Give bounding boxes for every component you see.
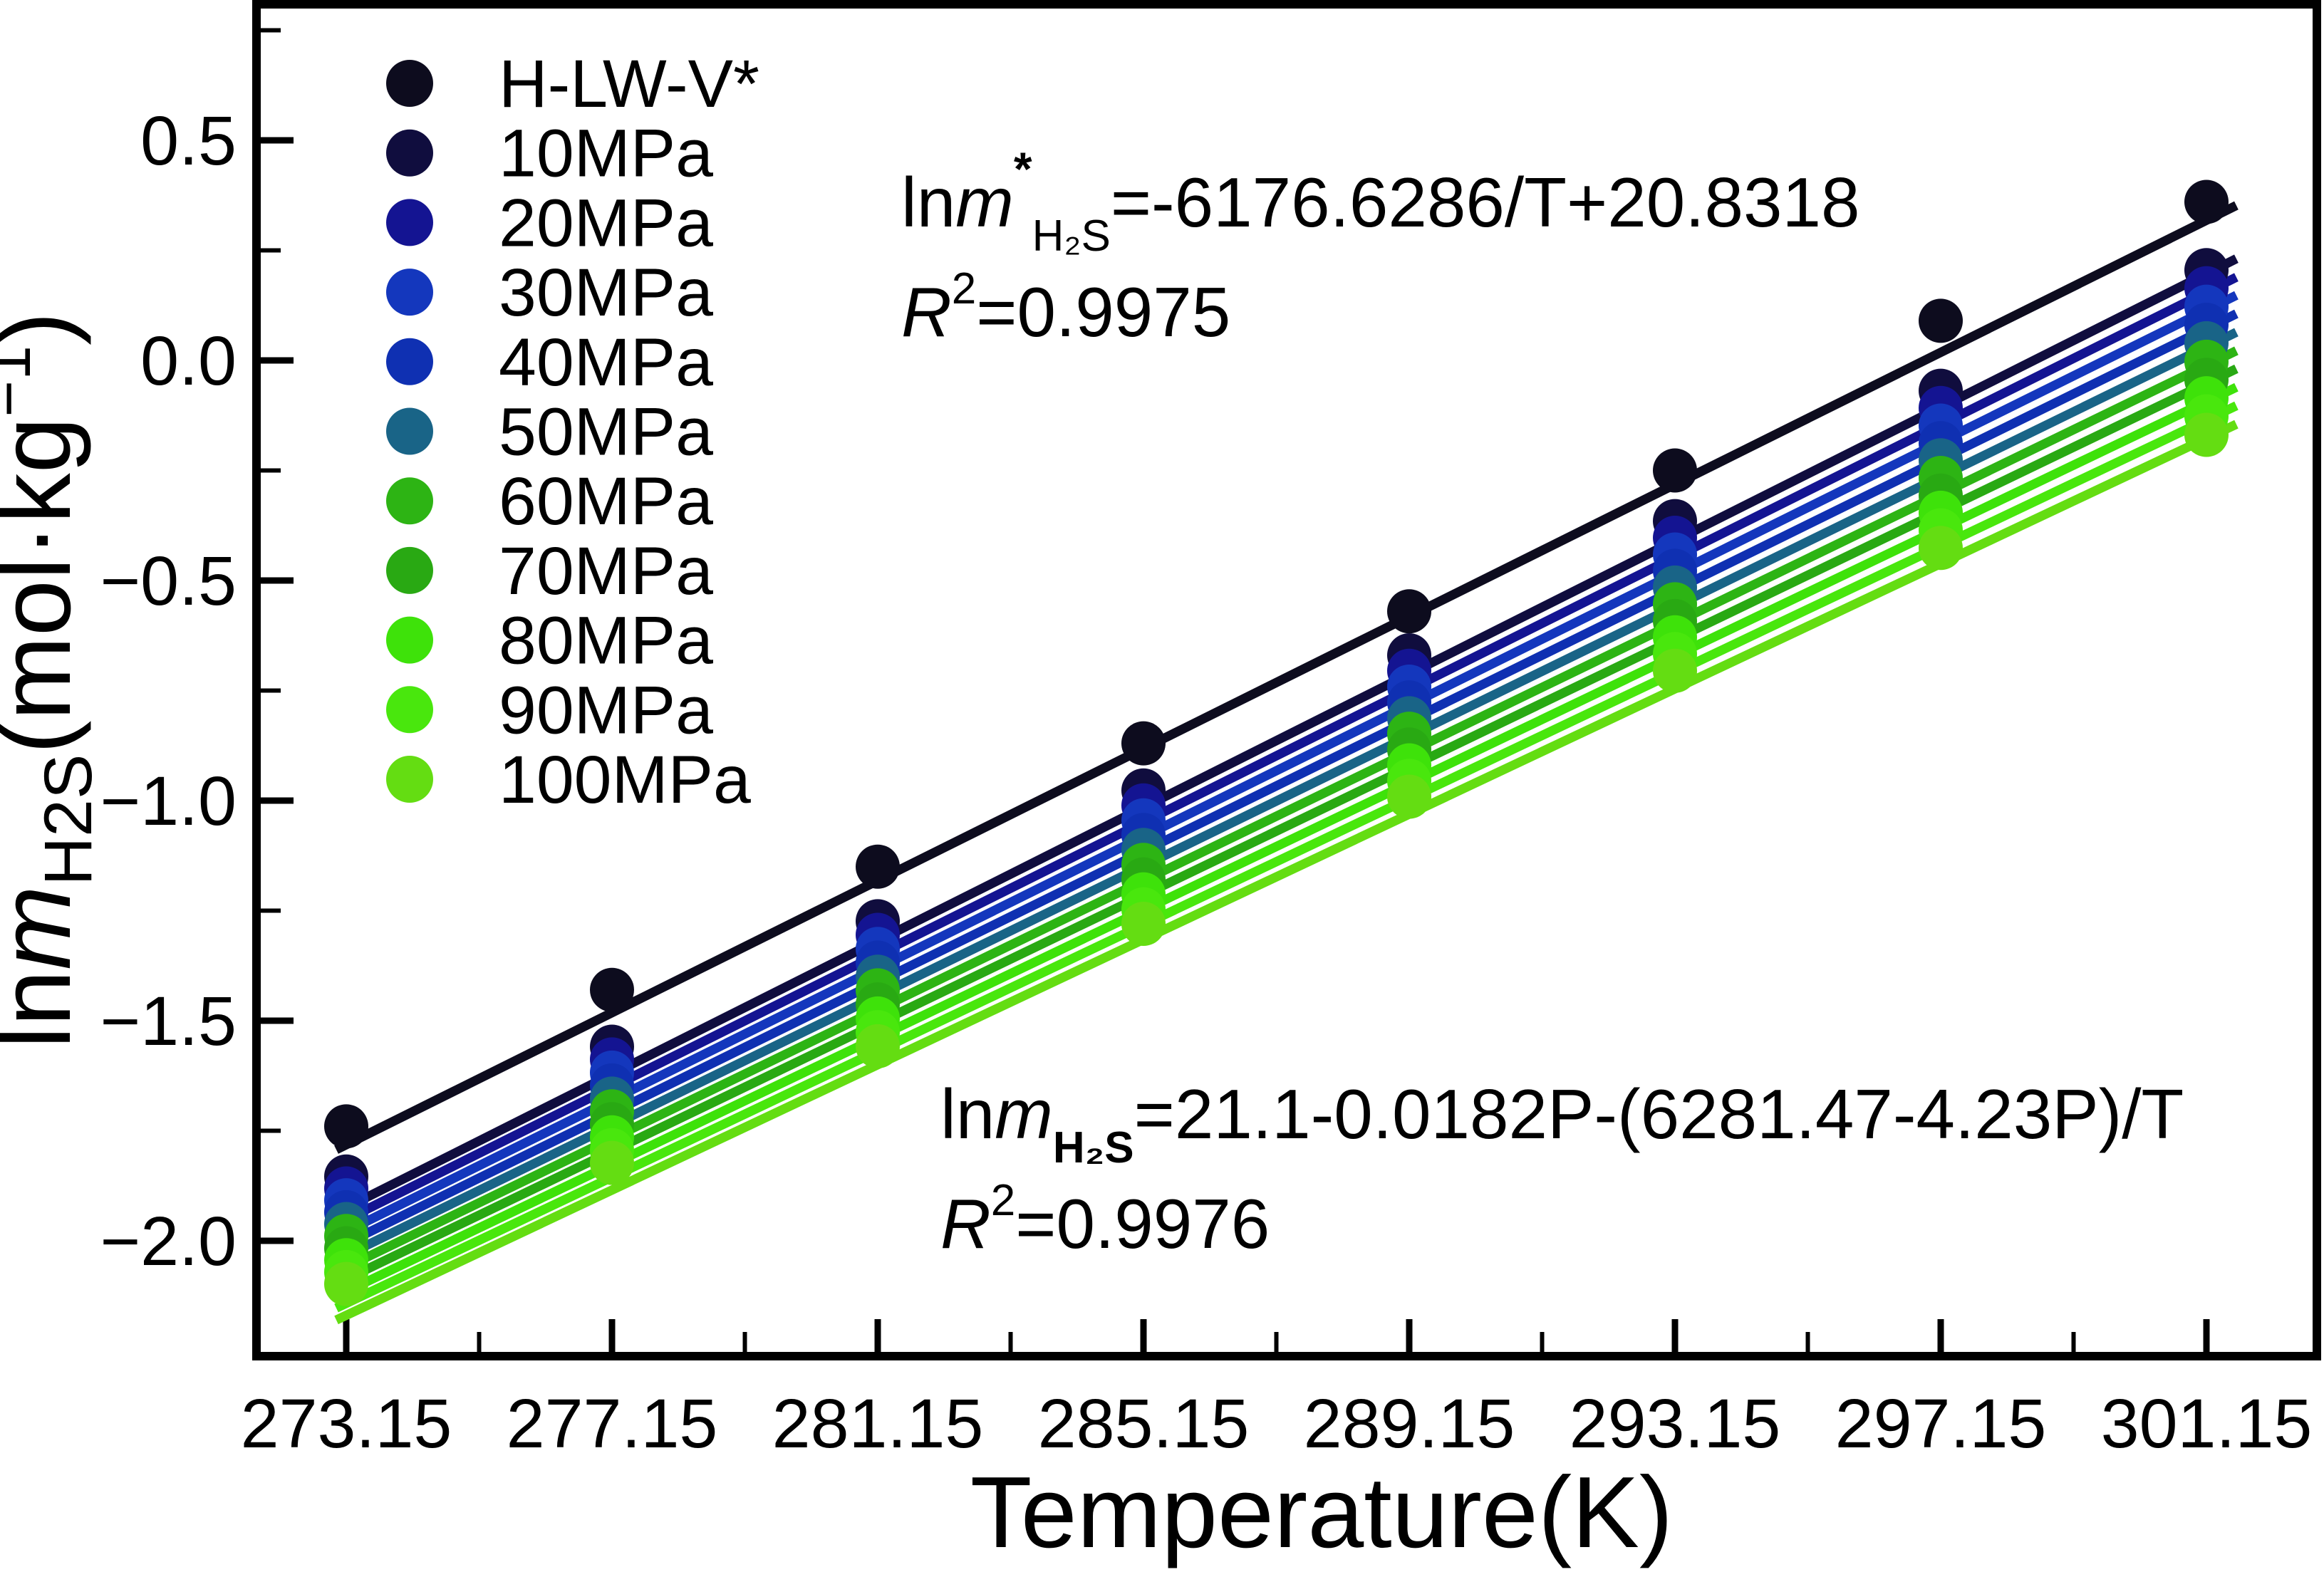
eq1-sup: * bbox=[1014, 142, 1032, 195]
data-point-100MPa bbox=[856, 1024, 900, 1068]
eq2-m: m bbox=[995, 1075, 1053, 1153]
legend-label-50MPa: 50MPa bbox=[499, 395, 713, 470]
y-title-unit: (mol·kg bbox=[0, 417, 92, 754]
y-title-sup: −1 bbox=[0, 345, 43, 417]
legend-label-10MPa: 10MPa bbox=[499, 116, 713, 192]
y-tick-label: −1.0 bbox=[100, 762, 237, 840]
x-tick-label: 297.15 bbox=[1835, 1385, 2047, 1462]
x-tick-label: 289.15 bbox=[1304, 1385, 1515, 1462]
y-title-sub: H2S bbox=[31, 754, 106, 886]
equation-hlwv: lnm*H₂S=-6176.6286/T+20.8318 bbox=[901, 142, 1860, 261]
y-tick-label: 0.5 bbox=[140, 102, 237, 179]
legend-label-100MPa: 100MPa bbox=[499, 742, 751, 818]
data-point-H-LW-V* bbox=[1387, 589, 1431, 634]
legend-label-30MPa: 30MPa bbox=[499, 255, 713, 330]
eq2-r2-rhs: =0.9976 bbox=[1015, 1185, 1270, 1263]
eq1-ln: ln bbox=[901, 163, 955, 241]
data-point-H-LW-V* bbox=[1653, 448, 1697, 493]
x-axis-title: Temperature(K) bbox=[970, 1456, 1673, 1569]
x-axis-title-text: Temperature(K) bbox=[970, 1456, 1673, 1569]
y-title-ln: ln bbox=[0, 970, 92, 1049]
y-tick-label: 0.0 bbox=[140, 322, 237, 400]
data-point-H-LW-V* bbox=[856, 844, 900, 889]
y-title-m: m bbox=[0, 885, 92, 969]
data-point-H-LW-V* bbox=[324, 1104, 368, 1149]
legend-swatch-70MPa bbox=[386, 546, 433, 594]
eq2-sub: H₂S bbox=[1053, 1123, 1134, 1172]
legend-swatch-30MPa bbox=[386, 269, 433, 316]
x-tick-label: 301.15 bbox=[2101, 1385, 2313, 1462]
eq1-rhs: =-6176.6286/T+20.8318 bbox=[1111, 163, 1860, 241]
fit-line-60MPa bbox=[334, 346, 2239, 1276]
data-point-H-LW-V* bbox=[2184, 179, 2229, 224]
x-axis-ticks: 273.15 277.15 281.15 285.15 289.15 293.15 297.… bbox=[241, 1319, 2313, 1462]
eq2-rhs: =21.1-0.0182P-(6281.47-4.23P)/T bbox=[1134, 1075, 2184, 1153]
x-tick-label: 281.15 bbox=[772, 1385, 984, 1462]
fit-line-70MPa bbox=[334, 364, 2239, 1289]
legend-label-40MPa: 40MPa bbox=[499, 325, 713, 400]
eq2-ln: ln bbox=[940, 1075, 995, 1153]
eq1-r2-rhs: =0.9975 bbox=[976, 273, 1230, 351]
legend-swatch-80MPa bbox=[386, 616, 433, 664]
legend-label-70MPa: 70MPa bbox=[499, 533, 713, 609]
eq2-r2-base: R bbox=[940, 1185, 991, 1263]
plot-frame bbox=[252, 0, 2321, 1360]
eq2-r2-sup: 2 bbox=[991, 1176, 1015, 1225]
fit-line-10MPa bbox=[334, 254, 2239, 1217]
legend-swatch-50MPa bbox=[386, 407, 433, 455]
legend-swatch-60MPa bbox=[386, 477, 433, 525]
data-point-H-LW-V* bbox=[1919, 298, 1963, 343]
legend-swatch-20MPa bbox=[386, 199, 433, 246]
y-axis-ticks: 0.5 0.0 −0.5 −1.0 −1.5 −2.0 bbox=[100, 28, 294, 1280]
legend-swatch-H-LW-V* bbox=[386, 60, 433, 107]
legend-label-20MPa: 20MPa bbox=[499, 185, 713, 261]
legend-label-80MPa: 80MPa bbox=[499, 603, 713, 679]
y-axis-title: lnmH2S(mol·kg−1) bbox=[0, 312, 106, 1049]
legend-label-60MPa: 60MPa bbox=[499, 464, 713, 539]
fit-line-50MPa bbox=[334, 328, 2239, 1265]
y-title-close: ) bbox=[0, 312, 92, 345]
y-tick-label: −1.5 bbox=[100, 982, 237, 1060]
data-points bbox=[324, 179, 2229, 1306]
r-squared-pressure: R2=0.9976 bbox=[940, 1176, 1270, 1263]
fit-lines bbox=[334, 201, 2239, 1325]
r-squared-hlwv: R2=0.9975 bbox=[901, 264, 1230, 351]
x-tick-label: 277.15 bbox=[507, 1385, 718, 1462]
eq1-sub: H₂S bbox=[1032, 212, 1111, 261]
fit-line-H-LW-V* bbox=[334, 201, 2239, 1154]
fit-line-100MPa bbox=[334, 420, 2239, 1325]
y-tick-label: −0.5 bbox=[100, 542, 237, 620]
legend-swatch-90MPa bbox=[386, 686, 433, 734]
fit-line-80MPa bbox=[334, 382, 2239, 1301]
fit-line-90MPa bbox=[334, 401, 2239, 1313]
data-point-100MPa bbox=[1387, 774, 1431, 819]
x-tick-label: 273.15 bbox=[241, 1385, 452, 1462]
equation-pressure: lnmH₂S=21.1-0.0182P-(6281.47-4.23P)/T bbox=[940, 1075, 2184, 1172]
eq1-m: m bbox=[955, 163, 1014, 241]
legend-swatch-100MPa bbox=[386, 756, 433, 803]
data-point-H-LW-V* bbox=[1121, 721, 1166, 766]
eq1-r2-sup: 2 bbox=[952, 264, 976, 313]
legend-label-90MPa: 90MPa bbox=[499, 672, 713, 748]
data-point-100MPa bbox=[2184, 412, 2229, 457]
data-point-100MPa bbox=[324, 1261, 368, 1306]
x-tick-label: 293.15 bbox=[1570, 1385, 1781, 1462]
data-point-100MPa bbox=[1121, 902, 1166, 947]
legend-swatch-40MPa bbox=[386, 338, 433, 385]
data-point-100MPa bbox=[1919, 526, 1963, 571]
data-point-H-LW-V* bbox=[590, 967, 634, 1012]
x-tick-label: 285.15 bbox=[1038, 1385, 1250, 1462]
fit-line-30MPa bbox=[334, 291, 2239, 1241]
fit-line-20MPa bbox=[334, 273, 2239, 1229]
fit-line-40MPa bbox=[334, 309, 2239, 1253]
data-point-100MPa bbox=[590, 1140, 634, 1185]
legend-label-H-LW-V*: H-LW-V* bbox=[499, 46, 759, 122]
legend-swatch-10MPa bbox=[386, 129, 433, 177]
legend: H-LW-V*10MPa20MPa30MPa40MPa50MPa60MPa70M… bbox=[386, 46, 759, 818]
data-point-100MPa bbox=[1653, 648, 1697, 693]
eq1-r2-base: R bbox=[901, 273, 952, 351]
y-tick-label: −2.0 bbox=[100, 1202, 237, 1280]
